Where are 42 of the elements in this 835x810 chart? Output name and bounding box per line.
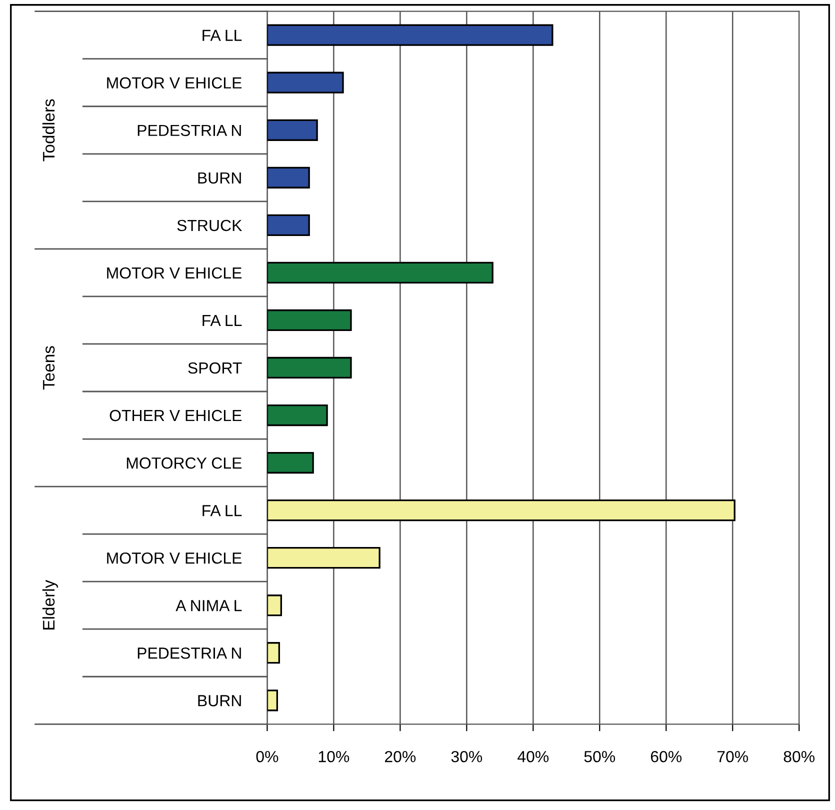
x-tick-label: 10% <box>318 750 350 762</box>
x-tick-label: 60% <box>650 750 682 762</box>
y-tick-label: MOTOR V EHICLE <box>107 267 242 279</box>
x-tick-label: 30% <box>451 750 482 762</box>
x-tick-label: 20% <box>384 750 416 762</box>
bar <box>267 72 344 94</box>
y-tick-label: FA LL <box>202 315 242 326</box>
y-tick-label: MOTOR V EHICLE <box>107 77 242 89</box>
bar <box>267 24 554 46</box>
bar <box>267 356 352 379</box>
y-tick-label: MOTORCY CLE <box>126 457 242 469</box>
text: Elderly <box>42 580 58 630</box>
bar <box>267 262 494 284</box>
y-tick-label: PEDESTRIA N <box>138 647 241 659</box>
y-tick-label: STRUCK <box>177 220 242 232</box>
y-tick-label: FA LL <box>202 30 242 41</box>
bar <box>267 166 310 188</box>
bar <box>267 690 278 712</box>
bar <box>267 594 282 616</box>
text: Teens <box>43 346 55 390</box>
y-tick-label: BURN <box>198 172 241 184</box>
x-tick-label: 80% <box>784 750 815 762</box>
y-tick-label: OTHER V EHICLE <box>110 410 242 422</box>
y-tick-label: MOTOR V EHICLE <box>107 552 242 564</box>
bar <box>267 214 310 236</box>
bar <box>267 404 328 426</box>
bar <box>267 642 280 664</box>
bar <box>267 119 318 141</box>
x-tick-label: 70% <box>717 750 748 762</box>
x-tick-label: 40% <box>518 750 549 762</box>
y-tick-label: BURN <box>198 695 241 706</box>
x-tick-label: 0% <box>256 750 278 762</box>
bar <box>267 547 380 569</box>
y-tick-label: PEDESTRIA N <box>138 124 241 136</box>
bar <box>267 452 314 474</box>
x-tick-label: 50% <box>584 750 616 762</box>
y-tick-label: SPORT <box>188 362 242 374</box>
bar <box>267 499 736 522</box>
text: Toddlers <box>42 99 55 162</box>
y-tick-label: FA LL <box>202 505 242 516</box>
bar <box>267 309 352 332</box>
y-tick-label: A NIMA L <box>176 600 242 612</box>
